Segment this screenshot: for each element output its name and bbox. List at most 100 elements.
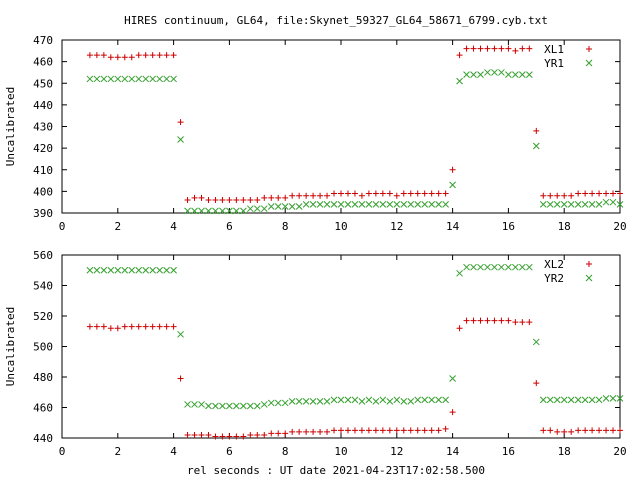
data-point-yr1	[546, 200, 554, 208]
data-point-xl1	[100, 52, 107, 59]
data-point-yr2	[567, 396, 575, 404]
data-point-xl2	[554, 428, 561, 435]
data-point-yr2	[114, 266, 122, 274]
data-point-xl1	[372, 190, 379, 197]
data-point-xl2	[128, 323, 135, 330]
data-point-xl1	[386, 190, 393, 197]
y-tick-label: 560	[33, 249, 53, 262]
data-point-xl2	[331, 427, 338, 434]
data-point-yr2	[414, 396, 422, 404]
data-point-xl2	[170, 323, 177, 330]
data-point-yr2	[602, 394, 610, 402]
data-point-xl2	[226, 433, 233, 440]
y-axis-label: Uncalibrated	[4, 307, 17, 386]
data-point-xl1	[463, 45, 470, 52]
legend-marker-xl1	[586, 46, 592, 52]
data-point-xl1	[338, 190, 344, 197]
top-panel: 0 2 4 6 8 10 12 14 16 18 20 390 400 410 420 430 440 450 46…	[4, 34, 627, 233]
series-yr1	[86, 69, 624, 215]
data-point-xl2	[477, 317, 484, 324]
data-point-xl1	[93, 52, 100, 59]
data-point-yr2	[574, 396, 582, 404]
data-point-xl2	[407, 427, 414, 434]
data-point-yr2	[205, 402, 212, 410]
data-point-yr1	[512, 71, 519, 78]
data-point-yr2	[421, 396, 429, 404]
data-point-xl1	[331, 190, 338, 197]
x-tick-label: 10	[334, 445, 347, 458]
legend-label-xl2: XL2	[544, 258, 564, 271]
legend-marker-yr2	[585, 274, 593, 282]
data-point-xl2	[121, 323, 128, 330]
data-point-yr1	[239, 207, 247, 215]
data-point-xl1	[128, 54, 135, 61]
x-tick-label: 2	[114, 220, 121, 233]
data-point-yr2	[219, 402, 226, 410]
x-tick-label: 4	[170, 220, 177, 233]
data-point-yr1	[330, 200, 338, 208]
data-point-xl2	[282, 430, 289, 437]
data-point-xl1	[505, 45, 512, 52]
data-point-yr2	[337, 396, 345, 404]
data-point-xl1	[296, 192, 303, 199]
data-point-xl2	[219, 433, 226, 440]
data-point-yr2	[281, 399, 289, 407]
data-point-yr1	[177, 136, 184, 143]
data-point-yr1	[309, 200, 317, 208]
data-point-yr2	[532, 338, 540, 346]
y-tick-label: 440	[33, 99, 53, 112]
data-point-yr1	[114, 75, 122, 83]
data-point-yr1	[142, 75, 150, 83]
data-point-xl2	[498, 317, 505, 324]
data-point-yr1	[532, 142, 540, 150]
data-point-yr1	[107, 75, 115, 83]
data-point-yr1	[233, 207, 240, 215]
data-point-xl1	[324, 192, 331, 199]
data-point-xl1	[226, 197, 233, 204]
data-point-yr1	[170, 75, 177, 83]
data-point-xl1	[275, 194, 282, 201]
data-point-yr2	[260, 401, 268, 408]
y-tick-label: 400	[33, 185, 53, 198]
data-point-xl2	[142, 323, 149, 330]
data-point-xl2	[603, 427, 610, 434]
data-point-xl2	[442, 425, 449, 432]
data-point-xl1	[400, 190, 407, 197]
x-tick-label: 20	[613, 445, 626, 458]
data-point-yr1	[435, 200, 443, 208]
data-point-yr1	[560, 200, 568, 208]
data-point-xl1	[219, 197, 226, 204]
data-point-xl1	[519, 45, 526, 52]
x-tick-label: 6	[226, 220, 233, 233]
data-point-xl2	[163, 323, 170, 330]
data-point-xl1	[589, 190, 596, 197]
data-point-yr1	[421, 200, 429, 208]
data-point-xl2	[540, 427, 547, 434]
data-point-yr1	[212, 207, 219, 215]
data-point-xl1	[212, 197, 219, 204]
data-point-xl2	[114, 325, 121, 332]
data-point-xl1	[233, 197, 240, 204]
data-point-xl2	[582, 427, 589, 434]
data-point-yr2	[609, 394, 617, 402]
data-point-xl2	[393, 427, 400, 434]
data-point-xl2	[324, 428, 331, 435]
x-tick-label: 16	[502, 220, 515, 233]
data-point-xl2	[449, 409, 456, 416]
x-tick-label: 18	[558, 445, 571, 458]
data-point-xl1	[512, 47, 519, 54]
data-point-xl1	[547, 192, 554, 199]
data-point-yr2	[491, 263, 498, 271]
data-point-xl1	[268, 194, 275, 201]
data-point-xl2	[589, 427, 596, 434]
x-tick-label: 16	[502, 445, 515, 458]
data-point-xl1	[407, 190, 414, 197]
data-point-yr1	[351, 200, 359, 208]
data-point-xl2	[198, 431, 205, 438]
data-point-yr2	[184, 401, 191, 408]
x-tick-label: 18	[558, 220, 571, 233]
data-point-xl2	[512, 319, 519, 326]
data-point-xl1	[344, 190, 351, 197]
data-point-yr2	[435, 396, 443, 404]
